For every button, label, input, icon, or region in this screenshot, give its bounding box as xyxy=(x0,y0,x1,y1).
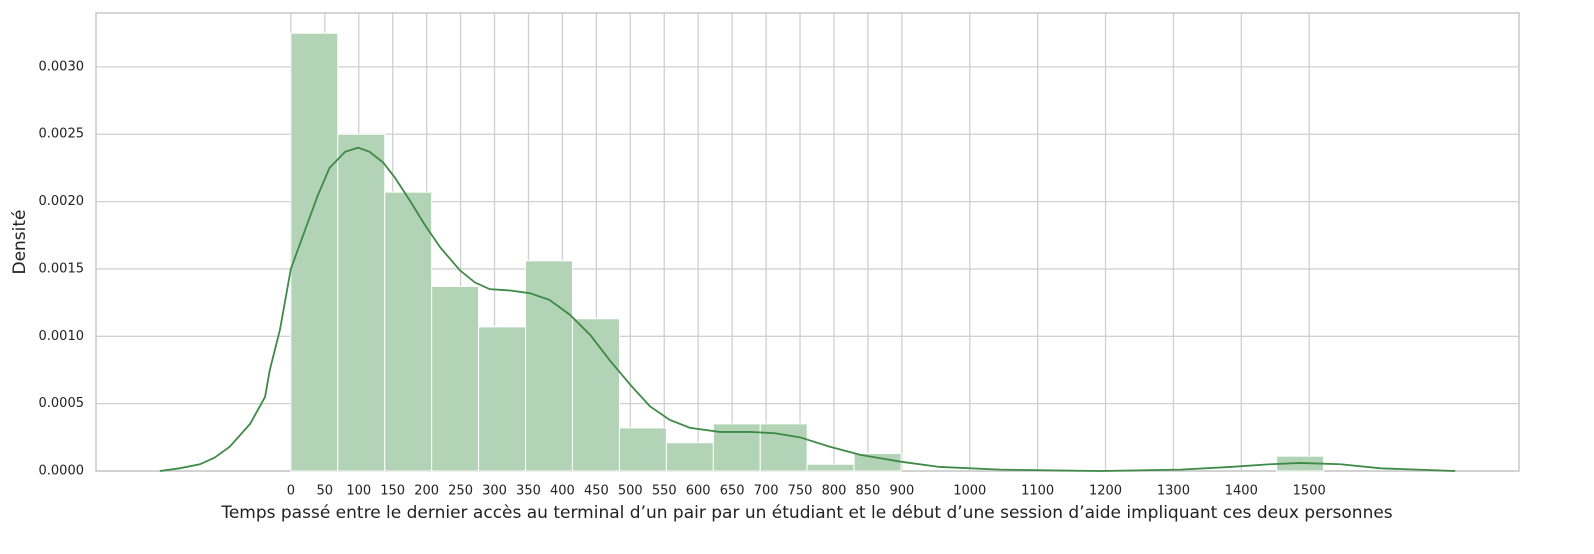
bar xyxy=(571,318,620,472)
x-tick-label: 1400 xyxy=(1225,484,1258,499)
y-tick-label: 0.0030 xyxy=(39,59,85,74)
x-tick-label: 50 xyxy=(317,484,334,499)
x-tick-label: 850 xyxy=(856,484,881,499)
x-tick-label: 300 xyxy=(482,484,507,499)
x-tick-label: 800 xyxy=(822,484,847,499)
x-tick-label: 100 xyxy=(346,484,371,499)
x-axis-label: Temps passé entre le dernier accès au te… xyxy=(220,503,1392,523)
bar xyxy=(853,452,902,472)
y-tick-label: 0.0000 xyxy=(39,464,85,479)
bar xyxy=(431,285,480,472)
y-tick-label: 0.0005 xyxy=(39,396,85,411)
bar xyxy=(806,463,855,472)
x-tick-label: 1100 xyxy=(1021,484,1054,499)
x-tick-label: 450 xyxy=(584,484,609,499)
y-tick-label: 0.0010 xyxy=(39,329,85,344)
bar xyxy=(290,32,339,472)
bar xyxy=(618,427,667,472)
kde-line xyxy=(159,146,1456,472)
x-tick-label: 750 xyxy=(788,484,813,499)
y-tick-label: 0.0025 xyxy=(39,127,85,142)
bar xyxy=(337,133,386,472)
bar xyxy=(665,442,714,472)
x-tick-label: 900 xyxy=(889,484,914,499)
x-tick-label: 650 xyxy=(720,484,745,499)
y-tick-label: 0.0015 xyxy=(39,261,85,276)
x-tick-label: 1000 xyxy=(953,484,986,499)
x-tick-label: 250 xyxy=(448,484,473,499)
x-tick-label: 150 xyxy=(380,484,405,499)
x-tick-label: 550 xyxy=(652,484,677,499)
x-tick-label: 700 xyxy=(754,484,779,499)
x-tick-label: 1500 xyxy=(1293,484,1326,499)
bar xyxy=(384,191,433,472)
x-tick-label: 1200 xyxy=(1089,484,1122,499)
x-tick-label: 500 xyxy=(618,484,643,499)
bar xyxy=(525,260,573,472)
x-tick-label: 400 xyxy=(550,484,575,499)
bar xyxy=(759,423,808,472)
bar xyxy=(712,423,761,472)
y-tick-label: 0.0020 xyxy=(39,194,85,209)
y-axis-label: Densité xyxy=(10,209,30,274)
x-tick-label: 600 xyxy=(686,484,711,499)
x-tick-label: 350 xyxy=(516,484,541,499)
x-tick-label: 200 xyxy=(414,484,439,499)
x-tick-label: 0 xyxy=(287,484,295,499)
bar xyxy=(478,326,527,472)
x-tick-label: 1300 xyxy=(1157,484,1190,499)
